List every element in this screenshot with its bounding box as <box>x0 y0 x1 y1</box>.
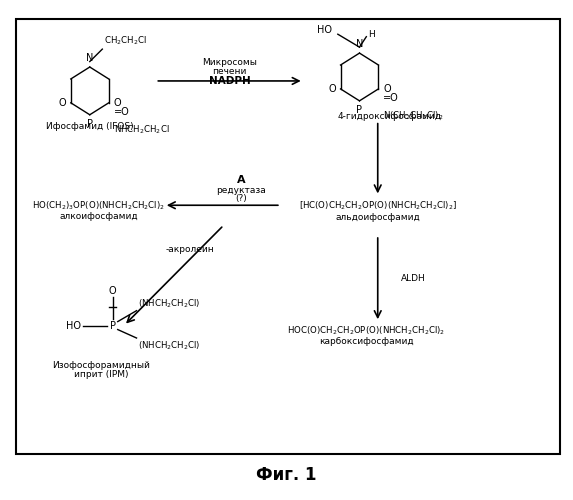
Text: -акролеин: -акролеин <box>165 246 214 254</box>
Text: CH$_2$CH$_2$Cl: CH$_2$CH$_2$Cl <box>104 34 147 46</box>
Text: карбоксифосфамид: карбоксифосфамид <box>319 338 414 346</box>
Text: Ифосфамид (IFOS): Ифосфамид (IFOS) <box>46 122 134 131</box>
Text: [HC(O)CH$_2$CH$_2$OP(O)(NHCH$_2$CH$_2$Cl)$_2$]: [HC(O)CH$_2$CH$_2$OP(O)(NHCH$_2$CH$_2$Cl… <box>299 200 457 212</box>
Text: O: O <box>109 286 116 296</box>
Text: H: H <box>368 30 375 38</box>
Text: HO(CH$_2$)$_3$OP(O)(NHCH$_2$CH$_2$Cl)$_2$: HO(CH$_2$)$_3$OP(O)(NHCH$_2$CH$_2$Cl)$_2… <box>32 199 165 211</box>
Text: редуктаза: редуктаза <box>216 186 266 195</box>
Text: HO: HO <box>317 25 332 35</box>
Text: (NHCH$_2$CH$_2$Cl): (NHCH$_2$CH$_2$Cl) <box>138 340 201 352</box>
Text: А: А <box>237 176 245 186</box>
Text: P: P <box>356 105 363 115</box>
Text: P: P <box>87 118 93 128</box>
Text: (NHCH$_2$CH$_2$Cl): (NHCH$_2$CH$_2$Cl) <box>138 297 201 310</box>
Text: HOC(O)CH$_2$CH$_2$OP(O)(NHCH$_2$CH$_2$Cl)$_2$: HOC(O)CH$_2$CH$_2$OP(O)(NHCH$_2$CH$_2$Cl… <box>287 324 445 337</box>
Text: (?): (?) <box>235 194 247 203</box>
Text: ALDH: ALDH <box>401 274 425 283</box>
Text: P: P <box>109 320 116 330</box>
Text: O: O <box>58 98 66 108</box>
Text: Фиг. 1: Фиг. 1 <box>256 466 317 483</box>
Text: иприт (IPM): иприт (IPM) <box>74 370 128 379</box>
Text: 4-гидроксифосфамид: 4-гидроксифосфамид <box>338 112 442 121</box>
Text: O: O <box>383 84 391 94</box>
Text: N(CH$_2$CH$_2$Cl)$_2$: N(CH$_2$CH$_2$Cl)$_2$ <box>383 110 444 122</box>
Text: альдоифосфамид: альдоифосфамид <box>335 213 420 222</box>
Text: N: N <box>86 53 93 63</box>
Text: HO: HO <box>66 320 81 330</box>
Text: Микросомы: Микросомы <box>202 58 257 66</box>
Text: O: O <box>113 98 121 108</box>
Text: NHCH$_2$CH$_2$Cl: NHCH$_2$CH$_2$Cl <box>113 124 170 136</box>
Text: алкоифосфамид: алкоифосфамид <box>59 212 138 221</box>
Text: печени: печени <box>212 66 246 76</box>
Text: =O: =O <box>383 94 399 104</box>
Text: O: O <box>328 84 336 94</box>
Text: =O: =O <box>113 108 129 118</box>
Text: N: N <box>356 39 363 49</box>
Text: Изофосфорамидный: Изофосфорамидный <box>52 361 150 370</box>
Text: NADPH: NADPH <box>209 76 250 86</box>
